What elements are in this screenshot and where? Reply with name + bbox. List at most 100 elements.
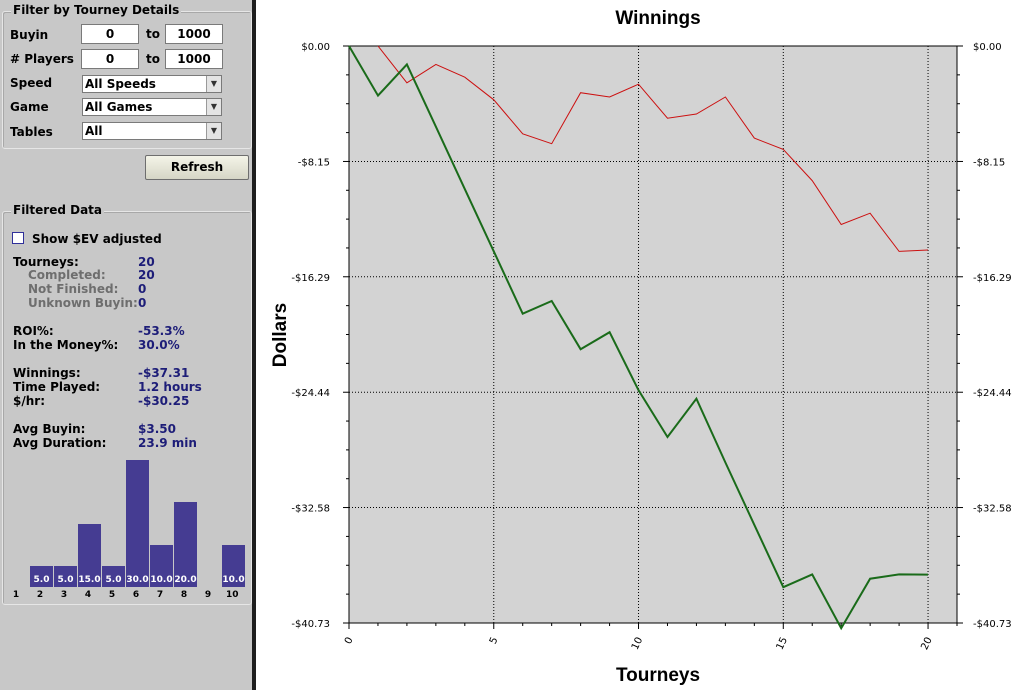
filtered-data-group: Filtered Data <box>2 203 252 605</box>
histogram-bar-label: 20.0 <box>174 575 197 585</box>
x-tick-label: 5 <box>488 636 501 646</box>
histogram-bar-label: 30.0 <box>126 575 149 585</box>
stat-label: Avg Buyin: <box>13 422 86 436</box>
series-line <box>348 45 929 631</box>
histogram-x-label: 2 <box>36 590 44 600</box>
histogram-bar <box>54 565 77 587</box>
histogram-bar-label: 5.0 <box>33 575 50 585</box>
histogram-bar <box>30 565 53 587</box>
chart-svg: $0.00 $0.00 -$8.15 -$8.15 -$16.29 -$16.29 -$24… <box>270 8 1012 686</box>
stat-label: In the Money%: <box>13 338 119 352</box>
y-tick-label-left: -$40.73 <box>291 619 330 630</box>
filter-group: Filter by Tourney Details <box>2 3 252 149</box>
y-tick-label-right: $0.00 <box>973 42 1002 53</box>
speed-select-value: All Speeds <box>85 77 156 91</box>
histogram-bar-label: 10.0 <box>222 575 245 585</box>
stat-value: 23.9 min <box>138 436 197 450</box>
buyin-from-input[interactable]: 0 <box>81 24 139 44</box>
stat-label: Unknown Buyin: <box>28 296 138 310</box>
y-tick-label-left: -$16.29 <box>291 273 330 284</box>
filtered-data-title: Filtered Data <box>11 203 105 217</box>
histogram-x-label: 10 <box>226 590 239 600</box>
stat-value: -$37.31 <box>138 366 190 380</box>
stat-value: -53.3% <box>138 324 185 338</box>
x-tick-label: 0 <box>343 636 356 646</box>
y-tick-label-left: $0.00 <box>301 42 330 53</box>
x-axis-label: Tourneys <box>616 665 700 686</box>
filter-group-title: Filter by Tourney Details <box>11 3 182 17</box>
histogram-x-label: 6 <box>132 590 140 600</box>
y-tick-label-right: -$40.73 <box>973 619 1012 630</box>
chart-title: Winnings <box>615 8 700 29</box>
chevron-down-icon[interactable]: ▼ <box>206 123 221 139</box>
histogram-bar <box>78 523 101 587</box>
buyin-to-input[interactable]: 1000 <box>165 24 223 44</box>
y-tick-label-right: -$24.44 <box>973 388 1012 399</box>
stat-label: $/hr: <box>13 394 45 408</box>
game-select-value: All Games <box>85 100 153 114</box>
players-to-label: to <box>146 52 160 66</box>
show-ev-checkbox[interactable] <box>12 232 24 244</box>
stat-value: 20 <box>138 255 155 269</box>
y-tick-label-right: -$32.58 <box>973 504 1012 515</box>
histogram-bar <box>150 544 173 587</box>
histogram-bar <box>102 565 125 587</box>
tables-select[interactable]: All ▼ <box>82 122 222 140</box>
histogram-x-label: 3 <box>60 590 68 600</box>
speed-select[interactable]: All Speeds ▼ <box>82 75 222 93</box>
refresh-button[interactable]: Refresh <box>145 155 249 180</box>
chevron-down-icon[interactable]: ▼ <box>206 99 221 115</box>
stat-value: 20 <box>138 268 155 282</box>
players-label: # Players <box>10 52 74 66</box>
histogram-bar-label: 5.0 <box>57 575 74 585</box>
stat-value: $3.50 <box>138 422 176 436</box>
stat-value: 1.2 hours <box>138 380 202 394</box>
sidebar: Filter by Tourney Details Buyin 0 to 100… <box>0 0 252 690</box>
players-from-input[interactable]: 0 <box>81 49 139 69</box>
y-tick-label-right: -$8.15 <box>973 157 1005 168</box>
speed-label: Speed <box>10 76 53 90</box>
x-tick-label: 20 <box>919 636 934 652</box>
histogram-x-label: 1 <box>12 590 20 600</box>
histogram-bar-label: 10.0 <box>150 575 173 585</box>
game-select[interactable]: All Games ▼ <box>82 98 222 116</box>
stat-label: ROI%: <box>13 324 54 338</box>
stat-label: Tourneys: <box>13 255 79 269</box>
series-line <box>377 45 929 252</box>
histogram-bar <box>222 544 245 587</box>
players-to-input[interactable]: 1000 <box>165 49 223 69</box>
stat-value: 0 <box>138 282 147 296</box>
buyin-label: Buyin <box>10 28 49 42</box>
tables-label: Tables <box>10 125 53 139</box>
tables-select-value: All <box>85 124 103 138</box>
winnings-chart: $0.00 $0.00 -$8.15 -$8.15 -$16.29 -$16.29 -$24… <box>256 0 1013 690</box>
stat-label: Winnings: <box>13 366 81 380</box>
y-tick-label-left: -$24.44 <box>291 388 330 399</box>
panel-divider[interactable] <box>252 0 256 690</box>
chevron-down-icon[interactable]: ▼ <box>206 76 221 92</box>
stat-value: 30.0% <box>138 338 180 352</box>
histogram-bar-label: 15.0 <box>78 575 101 585</box>
histogram-bar-label: 5.0 <box>105 575 122 585</box>
y-tick-label-right: -$16.29 <box>973 273 1012 284</box>
histogram-x-label: 5 <box>108 590 116 600</box>
histogram-bar <box>174 502 197 587</box>
game-label: Game <box>10 100 49 114</box>
x-tick-label: 10 <box>630 636 645 652</box>
histogram-bar <box>126 460 149 587</box>
stat-label: Time Played: <box>13 380 101 394</box>
show-ev-label[interactable]: Show $EV adjusted <box>32 232 162 246</box>
buyin-to-label: to <box>146 27 160 41</box>
histogram-x-label: 8 <box>180 590 188 600</box>
histogram-x-label: 4 <box>84 590 92 600</box>
y-tick-label-left: -$8.15 <box>298 157 330 168</box>
y-axis-label: Dollars <box>270 303 291 367</box>
stat-label: Avg Duration: <box>13 436 107 450</box>
stat-label: Not Finished: <box>28 282 119 296</box>
histogram-x-label: 9 <box>204 590 212 600</box>
stat-value: -$30.25 <box>138 394 190 408</box>
y-tick-label-left: -$32.58 <box>291 504 330 515</box>
stat-label: Completed: <box>28 268 106 282</box>
stat-value: 0 <box>138 296 147 310</box>
x-tick-label: 15 <box>775 636 790 652</box>
